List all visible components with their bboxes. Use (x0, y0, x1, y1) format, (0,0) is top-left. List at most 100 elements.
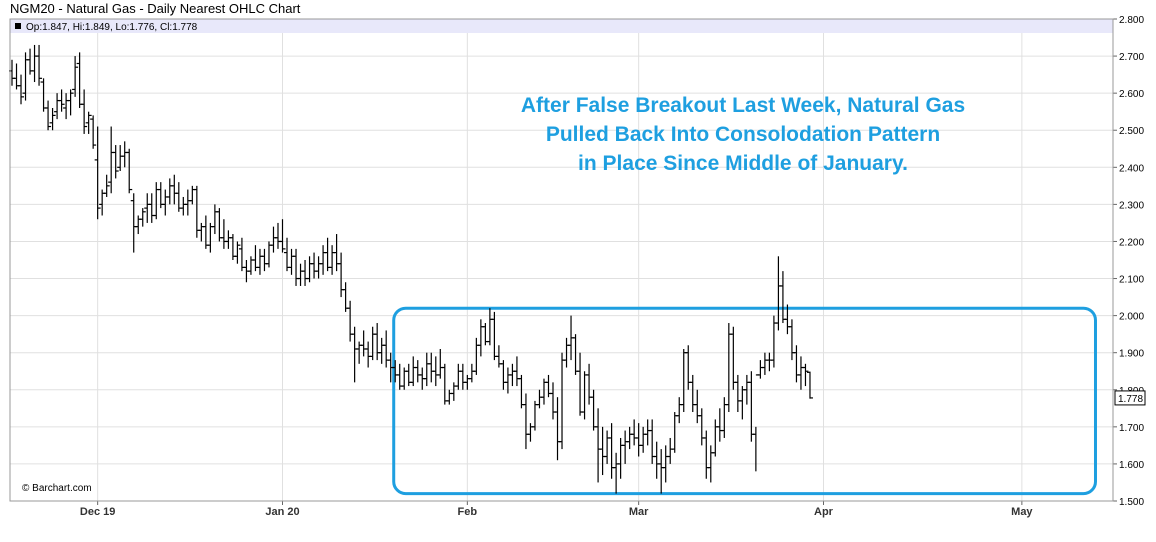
ohlc-bar (180, 196, 187, 216)
ohlc-bar (207, 222, 214, 253)
ohlc-bar (599, 426, 606, 476)
ohlc-bar (577, 352, 584, 416)
annotation-line: in Place Since Middle of January. (578, 152, 908, 175)
ohlc-bar (554, 397, 561, 461)
plot-frame (9, 18, 1114, 502)
ohlc-bar (112, 145, 119, 179)
ohlc-bar (81, 89, 88, 134)
ohlc-bar (671, 412, 678, 453)
ohlc-bar (644, 419, 651, 446)
ohlc-bar (94, 126, 101, 220)
ohlc-bar (279, 219, 286, 253)
y-tick-label: 2.700 (1119, 52, 1144, 63)
x-tick-label: Mar (629, 506, 649, 518)
ohlc-bar (802, 363, 809, 387)
ohlc-bar (739, 386, 746, 420)
ohlc-bar (766, 352, 773, 372)
ohlc-bar (234, 241, 241, 264)
ohlc-bar (748, 371, 755, 442)
legend-label: Op:1.847, Hi:1.849, Lo:1.776, Cl:1.778 (26, 22, 198, 33)
ohlc-bar (513, 356, 520, 387)
ohlc-bar (730, 326, 737, 390)
ohlc-bar (703, 430, 710, 479)
ohlc-bar (468, 363, 475, 383)
ohlc-bar (459, 363, 466, 390)
ohlc-bar (450, 382, 457, 401)
ohlc-bar (509, 363, 516, 387)
ohlc-bar (550, 382, 556, 420)
chart-title: NGM20 - Natural Gas - Daily Nearest OHLC… (10, 1, 301, 16)
legend-swatch (15, 23, 21, 29)
y-tick-label: 1.900 (1119, 349, 1144, 360)
ohlc-bar (144, 193, 151, 223)
y-tick-label: 2.200 (1119, 237, 1144, 248)
ohlc-bar (18, 74, 25, 105)
ohlc-bar (635, 423, 642, 457)
y-tick-label: 2.600 (1119, 89, 1144, 100)
ohlc-bar (473, 337, 480, 375)
annotation-line: Pulled Back Into Consolodation Pattern (546, 123, 940, 146)
ohlc-bar (175, 182, 182, 212)
ohlc-bar (626, 426, 633, 450)
ohlc-bar (586, 363, 593, 405)
ohlc-bar (527, 423, 534, 442)
ohlc-bar (67, 89, 74, 116)
ohlc-bar (757, 360, 764, 379)
ohlc-bar (225, 230, 232, 249)
ohlc-bar (622, 430, 629, 464)
ohlc-bar (58, 89, 65, 112)
ohlc-bar (806, 371, 813, 399)
ohlc-bar (311, 252, 318, 279)
ohlc-bar (171, 174, 178, 205)
ohlc-bar (374, 323, 381, 361)
ohlc-bar (680, 348, 687, 413)
ohlc-bar (166, 178, 173, 205)
ohlc-bar (274, 222, 281, 249)
ohlc-bar (365, 341, 372, 368)
ohlc-bar (347, 300, 354, 342)
ohlc-bar (685, 345, 692, 390)
ohlc-bar (590, 389, 597, 431)
ohlc-bar (455, 363, 462, 390)
y-tick-label: 1.600 (1119, 460, 1144, 471)
ohlc-bar (36, 44, 43, 86)
ohlc-bar (315, 256, 322, 279)
y-tick-label: 1.500 (1119, 497, 1144, 508)
ohlc-bar (211, 204, 218, 235)
ohlc-bar (658, 449, 665, 494)
ohlc-bar (631, 419, 638, 446)
ohlc-bar (220, 219, 227, 249)
ohlc-bar (712, 419, 719, 457)
ohlc-bar (40, 78, 47, 112)
y-tick-label: 2.000 (1119, 312, 1144, 323)
ohlc-bar (518, 374, 525, 409)
ohlc-bar (238, 237, 245, 272)
ohlc-bar (797, 356, 804, 390)
ohlc-bar (45, 100, 52, 131)
ohlc-bar (293, 248, 300, 286)
ohlc-bar (604, 430, 611, 464)
ohlc-bar (284, 237, 291, 272)
ohlc-bar (559, 352, 566, 450)
ohlc-bar (383, 330, 390, 368)
ohlc-bar (288, 248, 295, 275)
ohlc-bar (302, 260, 309, 286)
ohlc-bar (139, 208, 146, 227)
ohlc-bar (198, 222, 205, 242)
ohlc-bar (130, 193, 137, 253)
ohlc-bar (581, 371, 588, 420)
ohlc-bar (162, 189, 169, 216)
x-axis: Dec 19 Jan 20 Feb Mar Apr May (80, 501, 1033, 518)
ohlc-bar (148, 193, 155, 223)
ohlc-bar (477, 319, 484, 357)
x-tick-label: Jan 20 (265, 506, 299, 518)
ohlc-bar (410, 356, 417, 387)
y-tick-label: 2.100 (1119, 275, 1144, 286)
ohlc-bar (256, 248, 263, 275)
y-tick-label: 2.300 (1119, 200, 1144, 211)
ohlc-bar (320, 245, 327, 275)
ohlc-bar (595, 408, 602, 483)
ohlc-bar (676, 397, 683, 424)
ohlc-bar (247, 256, 254, 275)
